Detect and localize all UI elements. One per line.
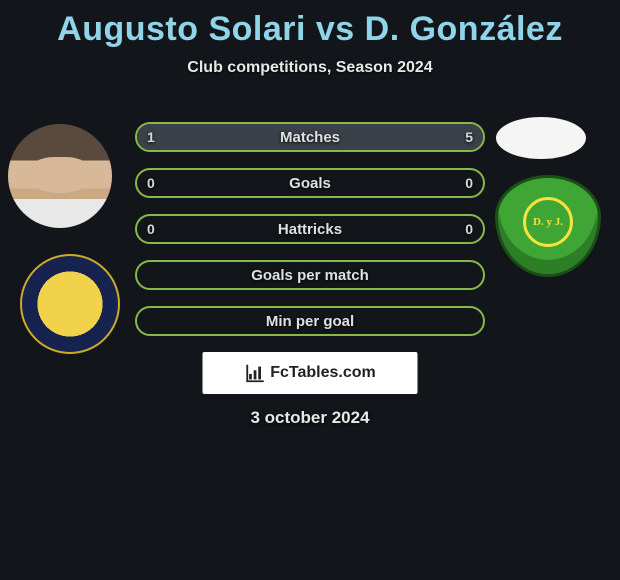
stat-value-left: 0 [147,221,155,237]
stat-row: 1 Matches 5 [135,122,485,152]
stat-value-left: 0 [147,175,155,191]
club-left-abbr: CARC [55,299,85,309]
stat-row: 0 Hattricks 0 [135,214,485,244]
chart-icon [244,362,266,384]
stat-label: Goals [289,175,331,192]
stat-label: Hattricks [278,221,342,238]
page-title: Augusto Solari vs D. González [0,0,620,49]
stat-value-right: 0 [465,221,473,237]
branding-badge: FcTables.com [203,352,418,394]
stats-container: 1 Matches 5 0 Goals 0 0 Hattricks 0 Goals per mat… [135,122,485,352]
stat-label: Min per goal [266,313,354,330]
player-left-photo [8,124,112,228]
branding-text: FcTables.com [270,364,376,382]
club-right-abbr: D. y J. [523,197,573,247]
page-subtitle: Club competitions, Season 2024 [0,59,620,77]
player-right-photo [496,117,586,159]
club-right-logo: D. y J. [498,178,598,274]
stat-fill-left [137,124,196,150]
avatar [8,124,112,228]
stat-value-right: 5 [465,129,473,145]
club-left-logo: CARC [20,254,120,354]
stat-label: Goals per match [251,267,369,284]
stat-row: Goals per match [135,260,485,290]
stat-value-right: 0 [465,175,473,191]
stat-label: Matches [280,129,340,146]
stat-value-left: 1 [147,129,155,145]
stat-row: 0 Goals 0 [135,168,485,198]
stat-row: Min per goal [135,306,485,336]
date-label: 3 october 2024 [0,408,620,428]
